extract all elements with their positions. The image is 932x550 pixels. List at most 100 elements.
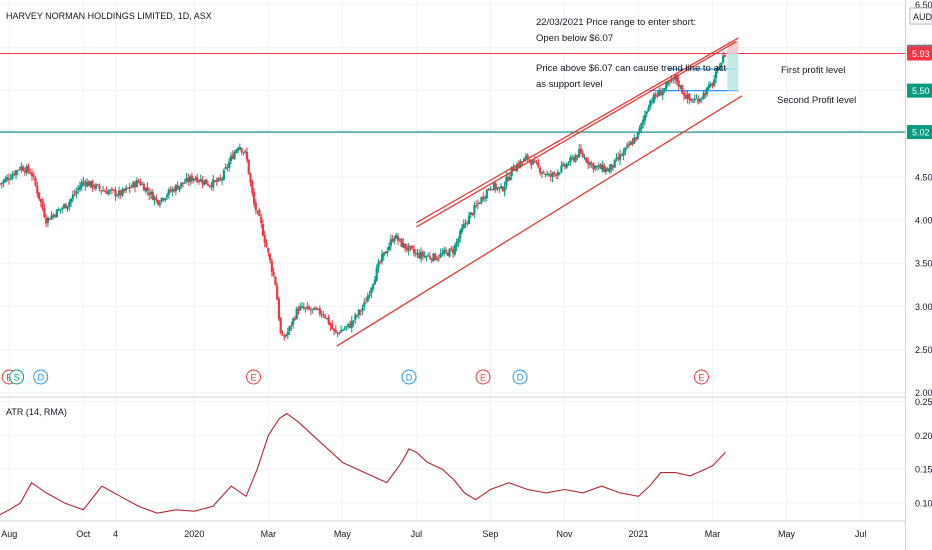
candle-body xyxy=(524,156,527,159)
candle-body xyxy=(460,228,464,233)
candle-body xyxy=(441,253,444,255)
annotation-second-profit[interactable]: Second Profit level xyxy=(777,95,856,106)
annotation-entry-line2[interactable]: Open below $6.07 xyxy=(536,33,613,44)
candle-body xyxy=(578,149,581,158)
candle-body xyxy=(709,83,712,85)
candle-body xyxy=(43,208,46,218)
candle-body xyxy=(251,181,254,194)
candle-body xyxy=(364,302,368,304)
price-badge-label: 5.50 xyxy=(912,86,930,96)
price-badge-label: 5.02 xyxy=(912,128,930,138)
time-tick-label: Mar xyxy=(261,529,277,539)
candle-body xyxy=(50,215,53,220)
event-marker xyxy=(401,369,417,385)
candle-body xyxy=(336,332,339,334)
candle-body xyxy=(592,163,595,170)
candle-body xyxy=(288,326,291,332)
candle-body xyxy=(435,258,439,260)
candle-body xyxy=(151,192,154,200)
candle-body xyxy=(476,203,480,205)
candle-body xyxy=(308,307,311,310)
annotation-support-line1[interactable]: Price above $6.07 can cause trend line t… xyxy=(536,63,726,74)
candle-body xyxy=(324,315,327,318)
candle-body xyxy=(242,151,245,153)
candle-body xyxy=(284,334,288,337)
candle-body xyxy=(236,148,240,151)
candle-body xyxy=(114,189,117,196)
candle-body xyxy=(181,182,185,184)
candle-body xyxy=(130,186,133,188)
candle-body xyxy=(37,192,41,199)
candle-body xyxy=(158,202,162,205)
candle-body xyxy=(116,195,119,197)
short-position-zone[interactable] xyxy=(727,41,739,91)
candle-body xyxy=(171,188,174,192)
time-tick-label: May xyxy=(334,529,352,539)
candle-body xyxy=(144,187,147,192)
candle-body xyxy=(34,177,37,186)
candle-body xyxy=(240,147,243,152)
candle-body xyxy=(141,184,144,186)
currency-label[interactable]: AUD xyxy=(913,12,932,22)
candle-body xyxy=(55,209,58,218)
candle-body xyxy=(189,176,192,183)
event-markers[interactable]: ESDEDEDE xyxy=(1,369,709,385)
annotation-first-profit[interactable]: First profit level xyxy=(781,65,845,76)
candle-body xyxy=(425,256,428,258)
candle-body xyxy=(432,253,435,262)
candle-body xyxy=(579,148,583,153)
atr-tick-label: 0.10 xyxy=(915,499,932,509)
price-tick-label: 4.50 xyxy=(915,172,932,182)
candle-body xyxy=(64,203,67,209)
candle-body xyxy=(688,93,691,100)
candle-body xyxy=(93,186,96,188)
candle-body xyxy=(117,190,121,195)
candle-body xyxy=(691,101,695,103)
candlestick-series xyxy=(0,52,726,341)
candle-body xyxy=(2,180,5,184)
price-badge xyxy=(907,83,932,98)
time-tick-label: May xyxy=(778,529,796,539)
candle-body xyxy=(711,83,714,87)
candle-body xyxy=(126,187,130,189)
candle-body xyxy=(87,181,90,187)
candle-body xyxy=(455,242,458,247)
candle-body xyxy=(62,204,66,208)
candle-body xyxy=(220,178,224,181)
candle-body xyxy=(594,165,597,169)
candle-body xyxy=(75,191,78,194)
candle-body xyxy=(244,151,247,153)
candle-body xyxy=(492,183,496,190)
candle-body xyxy=(315,308,318,310)
candle-body xyxy=(304,307,307,309)
candle-body xyxy=(300,306,304,308)
candle-body xyxy=(608,168,611,172)
annotation-entry-line1[interactable]: 22/03/2021 Price range to enter short: xyxy=(536,17,696,28)
candle-body xyxy=(139,181,142,185)
candle-body xyxy=(611,165,615,168)
candle-body xyxy=(84,181,87,186)
price-badge-label: 5.93 xyxy=(912,49,930,59)
candle-body xyxy=(29,172,32,174)
candle-body xyxy=(226,166,229,168)
candle-body xyxy=(261,223,265,236)
candle-body xyxy=(0,183,2,185)
candle-body xyxy=(697,98,700,103)
candle-body xyxy=(466,222,469,224)
candle-body xyxy=(299,306,302,311)
annotation-support-line2[interactable]: as support level xyxy=(536,79,603,90)
candle-body xyxy=(155,198,158,200)
candle-body xyxy=(340,330,343,333)
candle-body xyxy=(626,145,629,147)
candle-body xyxy=(18,169,21,171)
trend-channel[interactable] xyxy=(336,37,743,347)
candle-body xyxy=(210,185,213,187)
candle-body xyxy=(322,314,325,316)
candle-body xyxy=(526,155,529,160)
candle-body xyxy=(281,334,284,336)
currency-box[interactable] xyxy=(909,7,932,25)
candle-body xyxy=(530,161,533,166)
candle-body xyxy=(370,288,373,294)
candle-body xyxy=(649,100,652,108)
